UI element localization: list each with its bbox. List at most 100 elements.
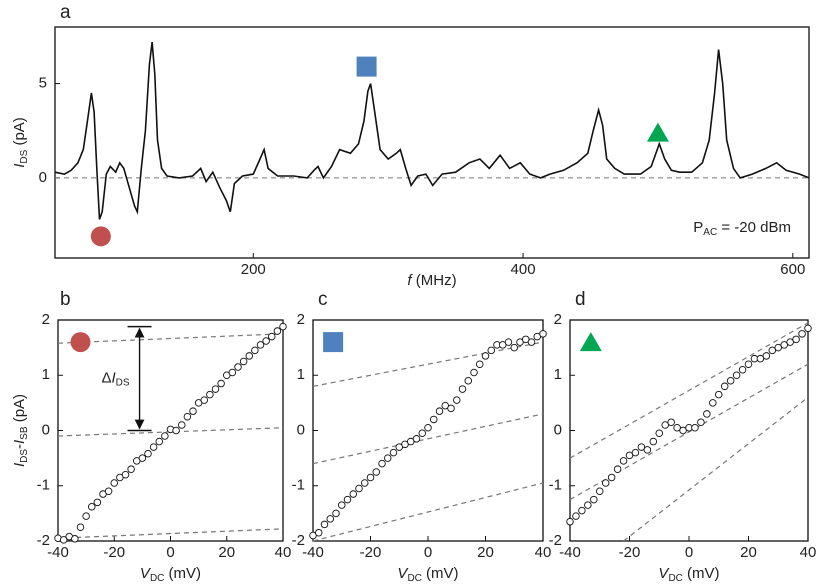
data-point bbox=[510, 343, 519, 352]
data-point bbox=[262, 337, 270, 345]
x-tick-label: 0 bbox=[424, 544, 432, 561]
y-tick-label: 1 bbox=[297, 366, 305, 383]
data-point bbox=[744, 360, 753, 368]
x-tick-label: 400 bbox=[511, 261, 536, 278]
data-point bbox=[631, 448, 640, 457]
fit-line bbox=[57, 333, 284, 344]
data-point bbox=[435, 407, 444, 415]
label-part: DS bbox=[116, 377, 130, 388]
data-point bbox=[709, 399, 717, 407]
data-point bbox=[756, 354, 765, 363]
x-tick-label: 20 bbox=[740, 544, 757, 561]
data-point bbox=[110, 479, 118, 487]
data-point bbox=[470, 368, 478, 377]
data-point bbox=[245, 352, 253, 360]
y-tick-label: 1 bbox=[42, 366, 50, 383]
data-point bbox=[578, 506, 586, 515]
data-point bbox=[127, 465, 135, 473]
y-axis-label: IDS-ISB (pA) bbox=[11, 394, 30, 467]
data-point bbox=[673, 423, 681, 432]
y-tick-label: 1 bbox=[554, 366, 562, 383]
fit-line bbox=[57, 528, 284, 539]
data-point bbox=[384, 454, 392, 462]
data-point bbox=[720, 382, 729, 391]
label-part: = -20 dBm bbox=[717, 219, 791, 236]
label-part: DC bbox=[150, 573, 164, 584]
x-tick-label: 20 bbox=[218, 544, 235, 561]
data-point bbox=[256, 341, 265, 349]
marker-square bbox=[323, 332, 344, 353]
data-point bbox=[691, 423, 699, 432]
data-point bbox=[71, 535, 79, 543]
x-axis-label: VDC (mV) bbox=[658, 565, 719, 584]
marker-square bbox=[356, 56, 377, 77]
data-point bbox=[183, 412, 192, 421]
y-tick-label: 2 bbox=[554, 311, 562, 328]
label-part: (mV) bbox=[164, 565, 201, 582]
label-part: I bbox=[11, 463, 28, 467]
data-point bbox=[355, 484, 363, 493]
y-tick-label: -1 bbox=[37, 477, 50, 494]
data-point bbox=[703, 410, 711, 418]
x-tick-label: -40 bbox=[559, 544, 581, 561]
data-point bbox=[206, 390, 214, 399]
marker-circle bbox=[90, 226, 111, 247]
data-point bbox=[332, 509, 340, 518]
data-point bbox=[76, 523, 85, 531]
marker-triangle bbox=[646, 122, 669, 142]
x-tick-label: -40 bbox=[47, 544, 69, 561]
data-point bbox=[343, 495, 352, 504]
data-point bbox=[189, 407, 197, 415]
data-point bbox=[349, 490, 358, 498]
data-point bbox=[481, 352, 490, 360]
x-tick-label: 600 bbox=[780, 261, 805, 278]
x-tick-label: 40 bbox=[275, 544, 292, 561]
y-tick-label: 0 bbox=[554, 421, 562, 438]
label-part: AC bbox=[703, 227, 717, 238]
label-part: P bbox=[693, 219, 703, 236]
label-part: V bbox=[140, 565, 152, 582]
fit-line bbox=[312, 413, 544, 465]
x-axis-label: f (MHz) bbox=[407, 272, 456, 289]
label-part: DS bbox=[19, 449, 30, 463]
marker-circle bbox=[70, 332, 91, 353]
data-point bbox=[655, 429, 664, 438]
data-point bbox=[144, 449, 152, 458]
data-point bbox=[527, 338, 536, 346]
data-point bbox=[601, 479, 610, 487]
label-part: DS bbox=[19, 149, 30, 163]
x-tick-label: 40 bbox=[535, 544, 552, 561]
y-tick-label: -2 bbox=[37, 532, 50, 549]
data-point bbox=[738, 365, 747, 374]
label-part: I bbox=[11, 440, 28, 444]
data-point bbox=[315, 528, 323, 537]
x-axis-label: VDC (mV) bbox=[140, 565, 201, 584]
data-point bbox=[464, 377, 473, 385]
data-point bbox=[504, 338, 513, 346]
data-point bbox=[590, 495, 598, 504]
data-point bbox=[643, 446, 652, 454]
label-part: V bbox=[397, 565, 409, 582]
data-point bbox=[172, 426, 180, 435]
label-part: Δ bbox=[101, 370, 111, 387]
data-point bbox=[792, 335, 800, 344]
panel-label: a bbox=[60, 2, 71, 23]
y-tick-label: -1 bbox=[549, 477, 562, 494]
power-note: PAC = -20 dBm bbox=[693, 219, 791, 238]
data-point bbox=[200, 396, 208, 404]
data-point bbox=[762, 352, 771, 360]
signal-line bbox=[54, 42, 810, 220]
label-part: V bbox=[658, 565, 670, 582]
data-point bbox=[121, 470, 130, 479]
label-part: f bbox=[407, 272, 413, 289]
x-tick-label: 20 bbox=[477, 544, 494, 561]
data-point bbox=[326, 515, 335, 523]
plot-frame bbox=[54, 26, 810, 259]
data-point bbox=[279, 322, 287, 331]
data-point bbox=[476, 360, 484, 368]
label-part: I bbox=[111, 370, 115, 387]
y-tick-label: 0 bbox=[297, 421, 305, 438]
marker-triangle bbox=[579, 332, 602, 352]
fit-line bbox=[312, 341, 544, 387]
